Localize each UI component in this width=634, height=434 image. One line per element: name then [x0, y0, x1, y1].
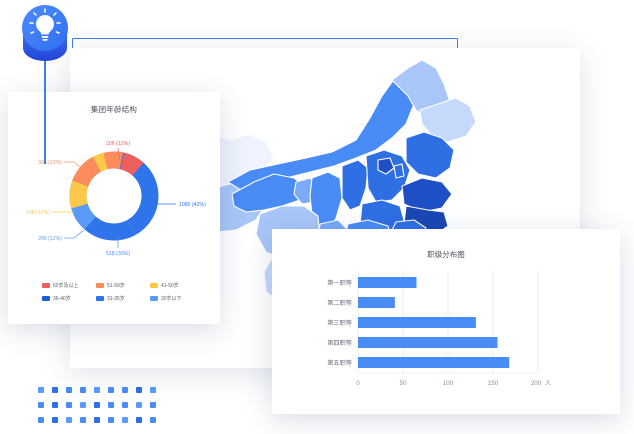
- map-region-liaoning[interactable]: [405, 131, 455, 179]
- bar-rank-4[interactable]: [358, 337, 498, 348]
- legend-swatch-icon: [42, 296, 50, 301]
- ytick-label-rank-4: 第四职等: [327, 339, 352, 347]
- map-region-beijing[interactable]: [377, 157, 395, 175]
- legend-item-51-59[interactable]: 51-59岁: [96, 282, 148, 289]
- ytick-label-rank-5: 第五职等: [327, 359, 352, 367]
- bar-rank-3[interactable]: [358, 317, 476, 328]
- donut-label-30-under: 1080 (42%): [179, 202, 206, 208]
- rank-distribution-card: 职级分布图 第一职等: [272, 229, 620, 414]
- map-region-jilin[interactable]: [419, 97, 477, 143]
- legend-label: 31-35岁: [107, 296, 125, 302]
- donut-label-36-40: 206 (12%): [38, 236, 62, 242]
- bar-rank-2[interactable]: [358, 297, 395, 308]
- lightbulb-rays-icon: [29, 8, 61, 34]
- bar-rank-5[interactable]: [358, 357, 510, 368]
- xtick-label-0: 0: [356, 380, 360, 387]
- map-region-tianjin[interactable]: [393, 163, 405, 179]
- bar-chart-title: 职级分布图: [427, 250, 465, 259]
- legend-item-36-40[interactable]: 36-40岁: [42, 295, 94, 302]
- ytick-label-rank-2: 第二职等: [327, 299, 352, 307]
- decorative-dot-grid: [38, 382, 164, 428]
- legend-swatch-icon: [42, 283, 50, 288]
- ytick-label-rank-1: 第一职等: [327, 279, 352, 287]
- xtick-label-200: 200: [531, 380, 542, 387]
- map-region-shanxi[interactable]: [341, 159, 369, 211]
- lightbulb-icon: [36, 15, 54, 41]
- donut-chart-title: 集团年龄结构: [90, 105, 138, 114]
- legend-label: 36-40岁: [53, 296, 71, 302]
- badge-connector-line: [44, 52, 46, 164]
- legend-label: 41-50岁: [161, 283, 179, 289]
- rank-distribution-bar-chart[interactable]: 第一职等 第二职等 第三职等 第四职等 第五职等 0 50 100 150 20…: [272, 265, 620, 405]
- legend-label: 51-59岁: [107, 283, 125, 289]
- lightbulb-badge[interactable]: [14, 2, 76, 80]
- bar-rank-1[interactable]: [358, 277, 417, 288]
- donut-chart[interactable]: 206 (12%) 306 (19%) 198 (12%) 206 (12%) …: [8, 114, 220, 274]
- legend-label: 30岁以下: [161, 296, 182, 302]
- donut-label-31-35: 518 (30%): [106, 251, 130, 257]
- legend-item-41-50[interactable]: 41-50岁: [150, 282, 202, 289]
- xtick-label-50: 50: [400, 380, 407, 387]
- donut-label-60-plus: 206 (12%): [106, 141, 130, 147]
- donut-slice-31-35[interactable]: [69, 151, 159, 241]
- legend-item-30-under[interactable]: 30岁以下: [150, 295, 202, 302]
- legend-swatch-icon: [96, 296, 104, 301]
- donut-label-51-59: 306 (19%): [38, 160, 62, 166]
- donut-legend: 60岁及以上 51-59岁 41-50岁 36-40岁 31-35岁 30岁以下: [42, 282, 202, 302]
- legend-item-60-plus[interactable]: 60岁及以上: [42, 282, 94, 289]
- legend-swatch-icon: [150, 296, 158, 301]
- xtick-label-100: 100: [443, 380, 454, 387]
- xaxis-unit-label: 人: [545, 380, 551, 387]
- legend-swatch-icon: [96, 283, 104, 288]
- ytick-label-rank-3: 第三职等: [327, 319, 352, 327]
- xtick-label-150: 150: [488, 380, 499, 387]
- map-region-shandong[interactable]: [401, 177, 453, 213]
- age-structure-card: 集团年龄结构: [8, 92, 220, 324]
- donut-label-41-50: 198 (12%): [26, 210, 50, 216]
- legend-swatch-icon: [150, 283, 158, 288]
- legend-label: 60岁及以上: [53, 283, 79, 289]
- donut-slice-41-50-arc[interactable]: [69, 151, 159, 241]
- legend-item-31-35[interactable]: 31-35岁: [96, 295, 148, 302]
- donut-slice-51-59[interactable]: [69, 151, 159, 241]
